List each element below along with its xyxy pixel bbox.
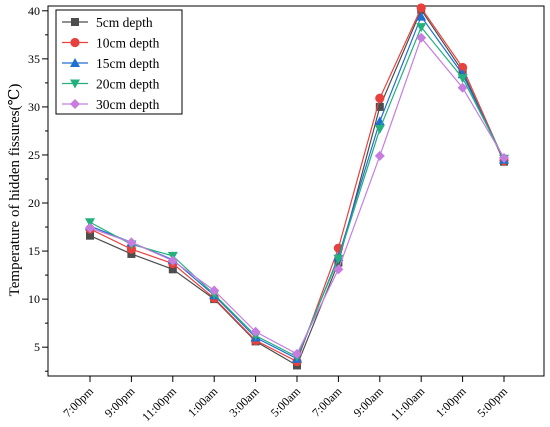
- y-tick-label: 30: [28, 100, 40, 114]
- data-point-marker: [250, 326, 261, 337]
- x-tick-label: 5:00pm: [474, 384, 510, 420]
- data-point-marker: [457, 74, 468, 84]
- data-point-marker: [292, 348, 302, 359]
- legend: 5cm depth 10cm depth 15cm depth 20cm depth 3…: [55, 9, 183, 115]
- y-axis: 5 10 15 20 25 30 35 40: [28, 4, 48, 372]
- legend-label: 10cm depth: [96, 36, 160, 51]
- data-point-marker: [167, 255, 178, 266]
- data-point-marker: [85, 223, 95, 233]
- legend-label: 15cm depth: [96, 56, 160, 71]
- data-point-marker: [374, 125, 385, 135]
- y-tick-label: 20: [28, 196, 40, 210]
- data-point-marker: [333, 254, 344, 264]
- plot-frame: [47, 5, 545, 377]
- data-point-marker: [499, 152, 509, 163]
- data-point-marker: [70, 79, 80, 89]
- y-tick-label: 5: [34, 340, 40, 354]
- legend-label: 20cm depth: [96, 77, 160, 92]
- data-point-marker: [126, 237, 137, 248]
- series-group: [85, 3, 509, 370]
- x-axis: 7:00pm 9:00pm 11:00pm 1:00am 3:00am 5:00am 7:0…: [60, 376, 511, 424]
- y-axis-label: Temperature of hidden fissures(℃): [7, 84, 23, 297]
- legend-item: 5cm depth: [62, 15, 153, 30]
- legend-label: 5cm depth: [96, 15, 153, 30]
- legend-item: 30cm depth: [62, 97, 160, 112]
- y-tick-label: 35: [28, 52, 40, 66]
- x-tick-label: 1:00am: [185, 384, 221, 420]
- data-point-marker: [70, 99, 80, 109]
- data-point-marker: [168, 265, 177, 274]
- x-tick-label: 11:00pm: [139, 384, 179, 424]
- series-5: [85, 32, 509, 359]
- data-point-marker: [457, 82, 468, 93]
- data-point-marker: [86, 231, 94, 240]
- x-tick-label: 7:00pm: [60, 384, 96, 420]
- x-tick-label: 7:00am: [309, 384, 345, 420]
- legend-label: 30cm depth: [96, 97, 160, 112]
- data-point-marker: [375, 102, 384, 111]
- data-point-marker: [85, 218, 95, 228]
- data-point-marker: [70, 37, 80, 48]
- legend-item: 10cm depth: [62, 36, 160, 51]
- legend-item: 20cm depth: [62, 77, 160, 92]
- data-point-marker: [70, 58, 80, 67]
- data-point-marker: [416, 23, 427, 33]
- y-tick-label: 10: [28, 292, 40, 306]
- plot-border: [47, 5, 545, 377]
- data-point-marker: [458, 62, 468, 73]
- x-tick-label: 3:00am: [226, 384, 262, 420]
- legend-item: 15cm depth: [62, 56, 160, 71]
- x-tick-label: 5:00am: [268, 384, 304, 420]
- data-point-marker: [375, 93, 385, 103]
- data-point-marker: [416, 11, 427, 21]
- x-tick-label: 1:00pm: [433, 384, 469, 420]
- x-tick-label: 9:00am: [351, 384, 387, 420]
- data-point-marker: [416, 3, 426, 13]
- data-point-marker: [333, 264, 344, 275]
- y-tick-label: 25: [28, 148, 40, 162]
- data-point-marker: [71, 18, 79, 26]
- data-point-marker: [374, 150, 385, 161]
- data-point-marker: [209, 285, 220, 296]
- data-point-marker: [127, 249, 136, 258]
- x-tick-label: 9:00pm: [102, 384, 138, 420]
- x-tick-label: 11:00am: [388, 384, 428, 424]
- data-point-marker: [416, 32, 427, 43]
- y-tick-label: 40: [28, 4, 40, 18]
- y-tick-label: 15: [28, 244, 40, 258]
